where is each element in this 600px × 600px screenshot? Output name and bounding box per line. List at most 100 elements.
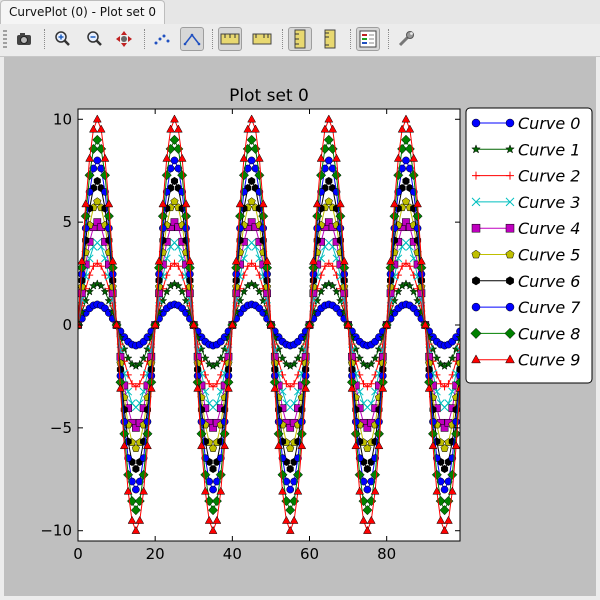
data-point bbox=[251, 281, 260, 290]
data-point bbox=[138, 469, 149, 480]
data-point bbox=[316, 170, 327, 181]
data-point bbox=[212, 359, 222, 368]
log-x-axis-button[interactable] bbox=[250, 27, 274, 51]
data-point bbox=[235, 199, 245, 208]
data-point bbox=[277, 469, 288, 480]
data-point bbox=[220, 417, 229, 426]
data-point bbox=[189, 320, 199, 329]
data-point bbox=[123, 469, 134, 480]
data-point bbox=[452, 417, 460, 426]
data-point bbox=[216, 353, 226, 363]
data-point bbox=[209, 485, 217, 494]
tab-curveplot[interactable]: CurvePlot (0) - Plot set 0 bbox=[0, 0, 166, 24]
legend-toggle-icon bbox=[359, 30, 377, 48]
pan-button[interactable] bbox=[112, 27, 136, 51]
data-point bbox=[286, 464, 294, 474]
log-y-axis-button[interactable] bbox=[318, 27, 342, 51]
data-point bbox=[231, 256, 241, 265]
data-point bbox=[447, 353, 457, 363]
data-point bbox=[343, 320, 353, 329]
data-point bbox=[227, 320, 237, 329]
zoom-in-button[interactable] bbox=[50, 27, 74, 51]
legend-item[interactable]: Curve 9 bbox=[471, 351, 581, 370]
data-point bbox=[440, 485, 449, 494]
data-point bbox=[242, 143, 253, 154]
data-point bbox=[324, 279, 334, 288]
legend-item[interactable]: Curve 4 bbox=[471, 219, 580, 238]
linear-y-axis-icon bbox=[294, 29, 306, 49]
data-point bbox=[181, 211, 192, 222]
data-point bbox=[177, 170, 188, 181]
data-point bbox=[325, 176, 333, 186]
data-point bbox=[131, 444, 140, 452]
data-point bbox=[455, 358, 460, 367]
series-line bbox=[78, 117, 460, 533]
data-point bbox=[89, 164, 98, 173]
legend-item[interactable]: Curve 8 bbox=[470, 324, 581, 343]
legend-item[interactable]: Curve 6 bbox=[472, 272, 580, 291]
legend-item[interactable]: Curve 2 bbox=[472, 167, 580, 186]
data-point bbox=[270, 383, 280, 392]
data-point bbox=[250, 143, 261, 154]
data-point bbox=[251, 164, 260, 173]
data-point bbox=[204, 515, 214, 524]
toolbar-grip[interactable] bbox=[3, 30, 7, 50]
points-mode-button[interactable] bbox=[150, 27, 174, 51]
data-point bbox=[132, 424, 140, 432]
data-point bbox=[297, 417, 306, 426]
data-point bbox=[236, 224, 244, 233]
legend-item[interactable]: Curve 5 bbox=[471, 246, 581, 265]
data-point bbox=[332, 153, 341, 162]
data-point bbox=[174, 164, 183, 173]
data-point bbox=[328, 281, 338, 290]
data-point bbox=[359, 380, 368, 388]
data-point bbox=[472, 276, 480, 286]
legend-item[interactable]: Curve 7 bbox=[471, 298, 581, 317]
data-point bbox=[80, 211, 91, 222]
data-point bbox=[108, 256, 118, 265]
legend-item[interactable]: Curve 3 bbox=[471, 193, 580, 212]
data-point bbox=[258, 211, 269, 222]
data-point bbox=[505, 144, 515, 154]
data-point bbox=[324, 114, 334, 123]
data-point bbox=[193, 383, 202, 392]
export-image-button[interactable] bbox=[12, 27, 36, 51]
linear-x-axis-button[interactable] bbox=[218, 27, 242, 51]
legend-item[interactable]: Curve 0 bbox=[471, 114, 580, 133]
data-point bbox=[104, 199, 114, 208]
data-point bbox=[398, 262, 406, 270]
data-point bbox=[196, 428, 207, 439]
data-point bbox=[398, 164, 406, 173]
data-point bbox=[216, 486, 226, 495]
axis-layer: 0 20 40 60 80 −10 −5 0 5 10 bbox=[40, 109, 460, 563]
data-point bbox=[312, 199, 322, 208]
data-point bbox=[132, 464, 140, 474]
data-point bbox=[328, 164, 337, 173]
data-point bbox=[248, 176, 256, 186]
data-point bbox=[97, 262, 105, 270]
data-point bbox=[162, 287, 172, 296]
toolbar-separator bbox=[144, 29, 145, 49]
data-point bbox=[401, 114, 411, 123]
data-point bbox=[305, 320, 314, 329]
data-point bbox=[181, 199, 191, 208]
data-point bbox=[96, 143, 107, 154]
data-point bbox=[258, 199, 268, 208]
linear-y-axis-button[interactable] bbox=[288, 27, 312, 51]
data-point bbox=[177, 287, 187, 296]
data-point bbox=[177, 153, 187, 162]
zoom-out-button[interactable] bbox=[82, 27, 106, 51]
data-point bbox=[281, 515, 291, 524]
legend-item[interactable]: Curve 1 bbox=[471, 140, 581, 159]
data-point bbox=[127, 359, 137, 368]
lines-mode-button[interactable] bbox=[180, 27, 204, 51]
legend-toggle-button[interactable] bbox=[356, 27, 380, 51]
settings-button[interactable] bbox=[394, 27, 418, 51]
data-point bbox=[143, 441, 152, 450]
data-point bbox=[170, 197, 179, 206]
data-point bbox=[382, 320, 392, 329]
data-point bbox=[254, 287, 264, 296]
data-point bbox=[139, 486, 148, 495]
